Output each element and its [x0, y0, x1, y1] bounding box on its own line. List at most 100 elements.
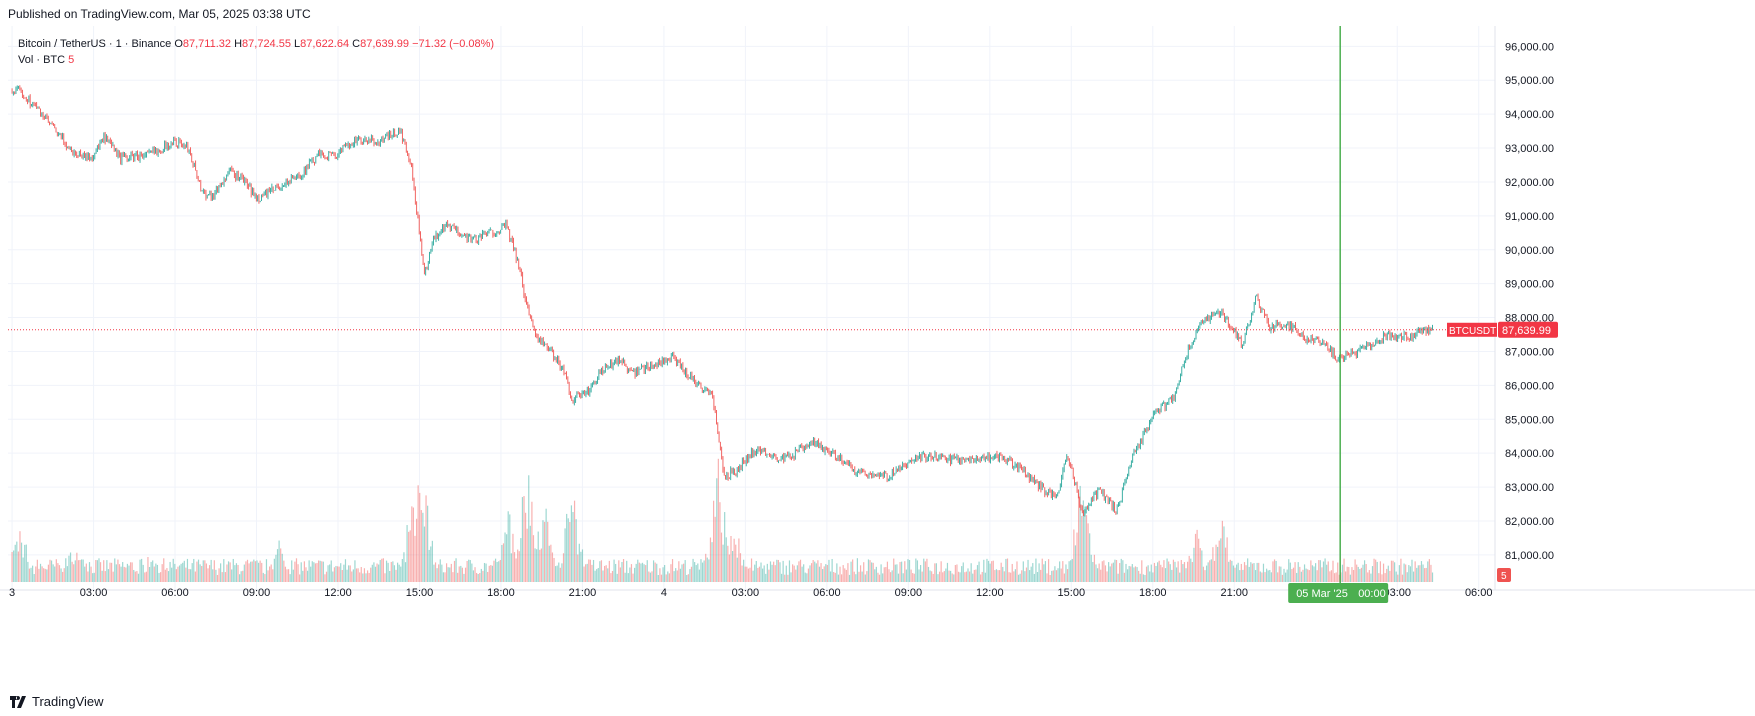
- volume-bar: [36, 559, 38, 582]
- volume-bar: [33, 574, 35, 582]
- symbol-title[interactable]: Bitcoin / TetherUS · 1 · Binance: [18, 38, 172, 50]
- volume-bar: [750, 558, 753, 582]
- volume-bar: [1136, 567, 1138, 582]
- volume-bar: [404, 562, 407, 582]
- volume-bar: [499, 559, 501, 582]
- volume-bar: [747, 568, 749, 582]
- volume-bar: [178, 565, 181, 582]
- volume-bar: [453, 560, 456, 582]
- volume-bar: [1103, 560, 1105, 582]
- volume-bar: [946, 562, 949, 582]
- volume-bar: [510, 553, 512, 582]
- volume-bar: [1310, 560, 1312, 582]
- brand-name[interactable]: TradingView: [32, 694, 104, 709]
- volume-bar: [1193, 547, 1195, 582]
- volume-bar: [599, 561, 601, 582]
- price-tick-label: 88,000.00: [1505, 313, 1554, 325]
- volume-bar: [267, 570, 269, 582]
- volume-bar: [348, 565, 350, 582]
- volume-bar: [1126, 569, 1129, 582]
- volume-bar: [1281, 574, 1284, 582]
- volume-bar: [1300, 571, 1302, 582]
- candlestick-chart[interactable]: 96,000.00 95,000.00 94,000.00 93,000.00 92,0…: [0, 26, 1755, 682]
- volume-bar: [250, 561, 252, 582]
- volume-bar: [123, 566, 125, 582]
- volume-bar: [611, 570, 614, 582]
- volume-bar: [74, 560, 76, 582]
- volume-bar: [1266, 568, 1268, 582]
- tradingview-logo-icon[interactable]: [10, 695, 28, 708]
- volume-bar: [746, 566, 748, 582]
- volume-bar: [1370, 573, 1372, 582]
- volume-bar: [799, 559, 802, 582]
- volume-bar: [919, 565, 922, 582]
- volume-bar: [632, 573, 634, 582]
- volume-bar: [354, 560, 356, 582]
- volume-bar: [1376, 561, 1378, 582]
- volume-bar: [1019, 573, 1021, 582]
- volume-bar: [385, 560, 388, 582]
- volume-bar: [439, 559, 441, 582]
- volume-bar: [235, 563, 238, 582]
- volume-bar: [1386, 568, 1388, 582]
- volume-bar: [547, 521, 549, 582]
- volume-bar: [324, 574, 326, 582]
- volume-bar: [986, 558, 988, 582]
- volume-bar: [1382, 563, 1385, 582]
- volume-bar: [507, 511, 509, 582]
- volume-bar: [526, 528, 528, 582]
- volume-bar: [431, 540, 433, 582]
- volume-bar: [242, 570, 244, 582]
- volume-bar: [671, 559, 674, 582]
- volume-bar: [1221, 520, 1223, 582]
- volume-bar: [210, 559, 212, 582]
- volume-bar: [706, 557, 708, 582]
- volume-bar: [107, 569, 110, 582]
- volume-bar: [1095, 564, 1097, 582]
- volume-bar: [226, 564, 228, 582]
- volume-bar: [163, 558, 165, 582]
- volume-bar: [62, 571, 64, 582]
- volume-bar: [910, 569, 912, 582]
- volume-bar: [137, 573, 140, 582]
- volume-bar: [656, 563, 658, 582]
- volume-bar: [548, 545, 550, 582]
- volume-bar: [1346, 566, 1348, 582]
- volume-bar: [1412, 571, 1415, 582]
- volume-bar: [1174, 561, 1176, 582]
- volume-bar: [452, 572, 454, 582]
- chart-frame[interactable]: 96,000.00 95,000.00 94,000.00 93,000.00 92,0…: [0, 26, 1755, 682]
- volume-bar: [420, 510, 422, 582]
- volume-bar: [243, 564, 245, 582]
- volume-label[interactable]: Vol · BTC: [18, 54, 66, 66]
- volume-bar: [197, 559, 200, 582]
- volume-bar: [175, 569, 177, 582]
- volume-bar: [754, 564, 756, 582]
- volume-bar: [989, 563, 991, 582]
- volume-bar: [829, 571, 832, 582]
- volume-bar: [720, 532, 723, 582]
- volume-bar: [825, 564, 827, 582]
- volume-bar: [1016, 561, 1018, 582]
- volume-bar: [411, 506, 413, 582]
- volume-bar: [1273, 559, 1276, 582]
- volume-bar: [1130, 566, 1132, 582]
- volume-bar: [1182, 564, 1184, 582]
- volume-bar: [444, 572, 446, 582]
- volume-bar: [970, 563, 972, 582]
- volume-bar: [600, 560, 603, 582]
- volume-bar: [1431, 572, 1434, 582]
- volume-bar: [634, 567, 636, 582]
- volume-bar: [106, 560, 108, 582]
- volume-bar: [1406, 572, 1408, 582]
- last-price-tag[interactable]: BTCUSDT: [1449, 326, 1496, 337]
- volume-bar: [534, 548, 536, 582]
- volume-bar: [1269, 569, 1271, 582]
- volume-bar: [572, 512, 574, 582]
- volume-bar: [327, 565, 329, 582]
- volume-bar: [1351, 567, 1353, 582]
- volume-bar: [231, 569, 233, 582]
- volume-bar: [79, 559, 81, 582]
- volume-bar: [585, 564, 587, 582]
- volume-bar: [115, 564, 117, 582]
